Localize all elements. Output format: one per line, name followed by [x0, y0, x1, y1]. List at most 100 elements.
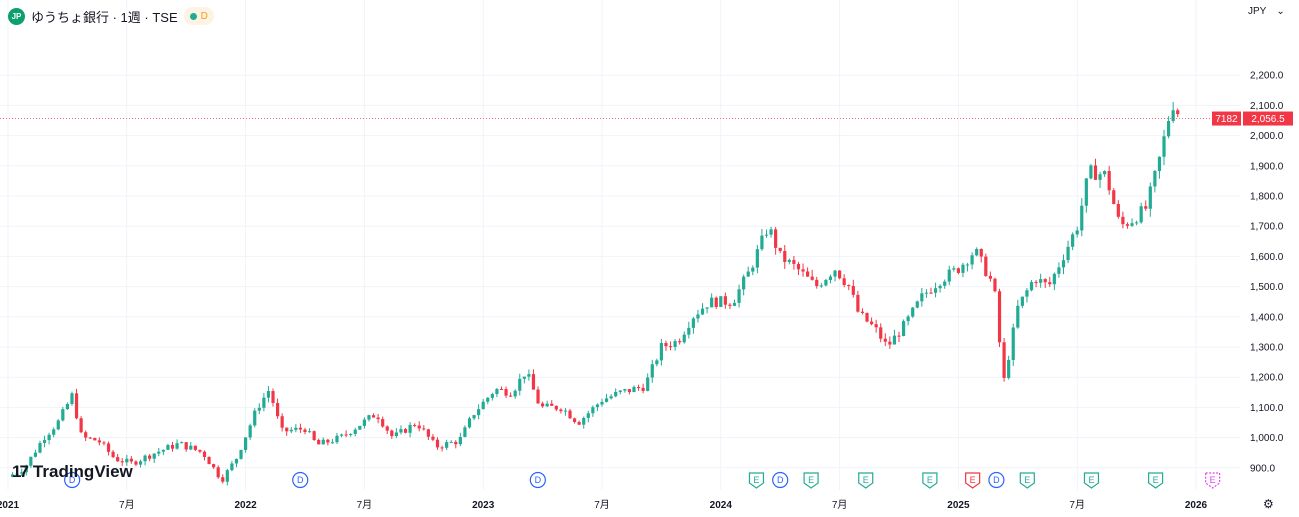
candle-body[interactable]	[189, 445, 193, 450]
dividend-marker[interactable]	[988, 471, 1005, 489]
candle-body[interactable]	[563, 410, 568, 412]
candle-body[interactable]	[700, 308, 705, 315]
candle-body[interactable]	[353, 429, 357, 434]
candle-body[interactable]	[609, 396, 613, 399]
candle-body[interactable]	[646, 377, 650, 391]
candle-body[interactable]	[513, 390, 517, 397]
candle-body[interactable]	[385, 426, 389, 431]
candle-body[interactable]	[1130, 223, 1134, 226]
candle-body[interactable]	[943, 281, 947, 286]
candle-body[interactable]	[997, 291, 1002, 343]
candle-body[interactable]	[463, 427, 467, 437]
dividend-marker[interactable]	[64, 471, 81, 489]
candle-body[interactable]	[52, 429, 56, 435]
candle-body[interactable]	[166, 445, 170, 450]
candle-body[interactable]	[1020, 296, 1024, 306]
candle-body[interactable]	[655, 360, 659, 365]
candle-body[interactable]	[604, 398, 609, 402]
candle-body[interactable]	[193, 445, 197, 450]
candle-body[interactable]	[984, 256, 988, 276]
candle-body[interactable]	[600, 401, 604, 405]
candle-body[interactable]	[696, 314, 700, 319]
candle-body[interactable]	[691, 318, 695, 328]
candle-body[interactable]	[367, 415, 371, 420]
candle-body[interactable]	[1007, 359, 1011, 378]
market-status-badge[interactable]: D	[183, 7, 214, 25]
candle-body[interactable]	[1144, 206, 1148, 209]
candle-body[interactable]	[161, 449, 165, 452]
candle-body[interactable]	[335, 435, 339, 443]
candle-body[interactable]	[847, 284, 851, 287]
candle-body[interactable]	[198, 449, 202, 452]
candle-body[interactable]	[56, 420, 60, 430]
candle-body[interactable]	[349, 433, 353, 435]
candle-body[interactable]	[253, 410, 257, 426]
candle-body[interactable]	[230, 463, 234, 471]
candle-body[interactable]	[275, 403, 280, 417]
currency-selector[interactable]: JPY ⌄	[1248, 6, 1285, 17]
candle-body[interactable]	[751, 267, 755, 272]
candle-body[interactable]	[477, 409, 481, 416]
earnings-marker[interactable]	[1083, 472, 1100, 489]
candle-body[interactable]	[61, 409, 65, 421]
candle-body[interactable]	[1066, 246, 1070, 261]
candle-body[interactable]	[344, 434, 348, 436]
earnings-marker[interactable]	[748, 472, 765, 489]
candle-body[interactable]	[911, 307, 915, 317]
candle-body[interactable]	[906, 316, 910, 322]
symbol-title[interactable]: ゆうちょ銀行 · 1週 · TSE	[31, 9, 178, 25]
candle-body[interactable]	[737, 289, 741, 303]
candle-body[interactable]	[143, 455, 147, 462]
candle-body[interactable]	[554, 405, 558, 410]
candle-body[interactable]	[248, 425, 252, 438]
candle-body[interactable]	[1098, 174, 1102, 180]
candle-body[interactable]	[787, 259, 791, 262]
candle-body[interactable]	[431, 436, 435, 440]
candle-body[interactable]	[920, 293, 924, 302]
candle-body[interactable]	[869, 321, 874, 325]
candle-body[interactable]	[796, 263, 801, 270]
gear-icon[interactable]: ⚙	[1263, 497, 1274, 511]
candle-body[interactable]	[518, 378, 522, 391]
candle-body[interactable]	[403, 429, 408, 433]
candle-body[interactable]	[687, 327, 691, 335]
candle-body[interactable]	[20, 472, 24, 474]
candle-body[interactable]	[280, 416, 284, 428]
candle-body[interactable]	[614, 391, 618, 397]
candle-body[interactable]	[888, 341, 892, 345]
candle-body[interactable]	[1071, 234, 1075, 247]
candle-body[interactable]	[577, 422, 581, 425]
candle-body[interactable]	[417, 425, 421, 429]
candle-body[interactable]	[545, 403, 549, 407]
candle-body[interactable]	[536, 389, 540, 404]
earnings-marker[interactable]	[1019, 472, 1035, 489]
candle-body[interactable]	[330, 442, 335, 444]
candle-body[interactable]	[1025, 290, 1029, 297]
candle-body[interactable]	[449, 441, 453, 443]
candle-body[interactable]	[84, 432, 88, 438]
candle-body[interactable]	[572, 418, 577, 423]
candle-body[interactable]	[792, 259, 796, 264]
candle-body[interactable]	[778, 247, 782, 251]
candle-body[interactable]	[623, 389, 627, 391]
earnings-marker[interactable]	[803, 472, 819, 489]
candle-body[interactable]	[970, 255, 974, 265]
candle-body[interactable]	[1116, 203, 1120, 217]
candle-body[interactable]	[1162, 136, 1166, 157]
candle-body[interactable]	[774, 229, 778, 248]
candle-body[interactable]	[234, 458, 239, 464]
dividend-marker[interactable]	[292, 471, 309, 489]
candle-body[interactable]	[376, 417, 380, 420]
candle-body[interactable]	[303, 429, 307, 433]
candle-body[interactable]	[472, 415, 476, 419]
candle-body[interactable]	[815, 279, 819, 287]
candle-body[interactable]	[120, 461, 124, 463]
candle-body[interactable]	[271, 391, 275, 404]
candle-body[interactable]	[723, 296, 727, 305]
candle-body[interactable]	[93, 438, 97, 441]
candle-body[interactable]	[993, 278, 997, 292]
candle-body[interactable]	[1048, 282, 1052, 285]
candle-body[interactable]	[842, 278, 846, 285]
candle-body[interactable]	[641, 387, 645, 391]
